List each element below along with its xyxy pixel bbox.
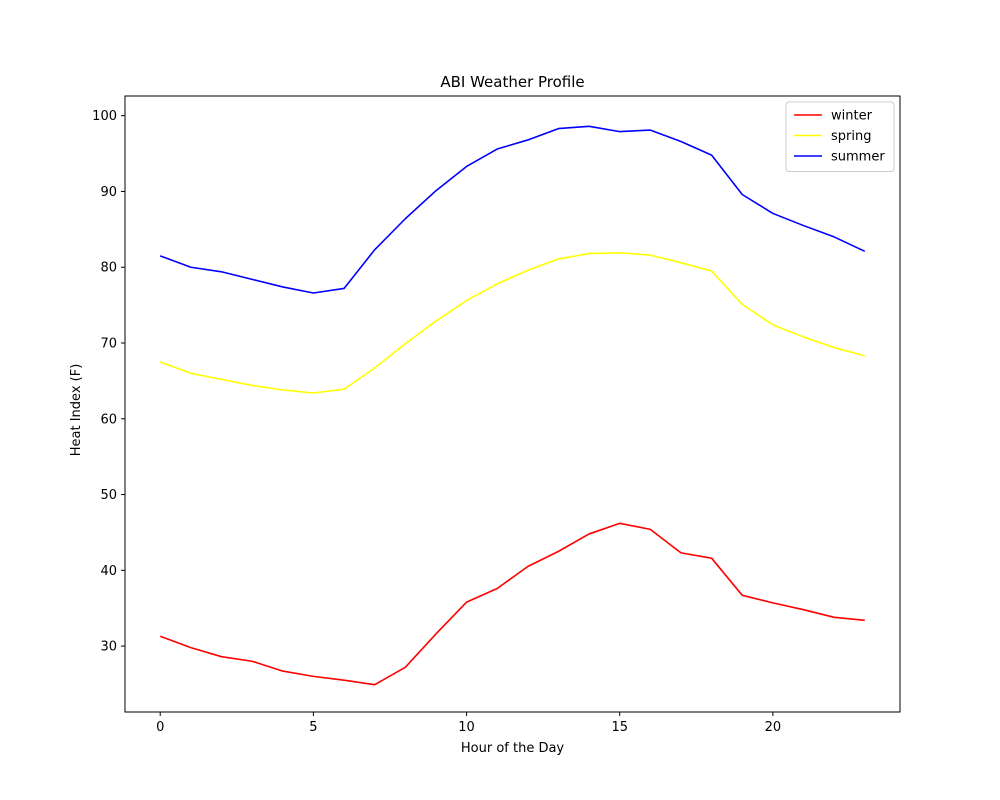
y-tick-label: 80 xyxy=(100,261,117,276)
x-tick-label: 0 xyxy=(156,720,164,735)
legend: winter spring summer xyxy=(785,101,895,172)
y-tick-label: 90 xyxy=(100,185,117,200)
series-line-spring xyxy=(159,252,865,394)
legend-label-spring: spring xyxy=(831,129,871,144)
legend-label-summer: summer xyxy=(831,150,885,165)
y-tick-label: 100 xyxy=(92,109,117,124)
y-tick-label: 50 xyxy=(100,488,117,503)
y-tick-label: 70 xyxy=(100,337,117,352)
axes-frame xyxy=(124,95,901,713)
x-axis-label: Hour of the Day xyxy=(461,741,565,756)
x-tick-label: 10 xyxy=(458,720,475,735)
y-tick-label: 30 xyxy=(100,640,117,655)
chart-title: ABI Weather Profile xyxy=(440,73,584,91)
x-tick-label: 5 xyxy=(309,720,317,735)
legend-box xyxy=(785,101,895,172)
series-line-summer xyxy=(159,125,866,294)
y-axis-label: Heat Index (F) xyxy=(69,364,84,457)
legend-label-winter: winter xyxy=(831,109,873,124)
plot-area: 0 5 10 15 20 30 40 50 60 70 80 90 100 xyxy=(92,95,901,735)
x-tick-label: 15 xyxy=(611,720,628,735)
x-tick-label: 20 xyxy=(765,720,782,735)
y-tick-label: 40 xyxy=(100,564,117,579)
series-line-winter xyxy=(159,522,865,686)
y-tick-label: 60 xyxy=(100,412,117,427)
